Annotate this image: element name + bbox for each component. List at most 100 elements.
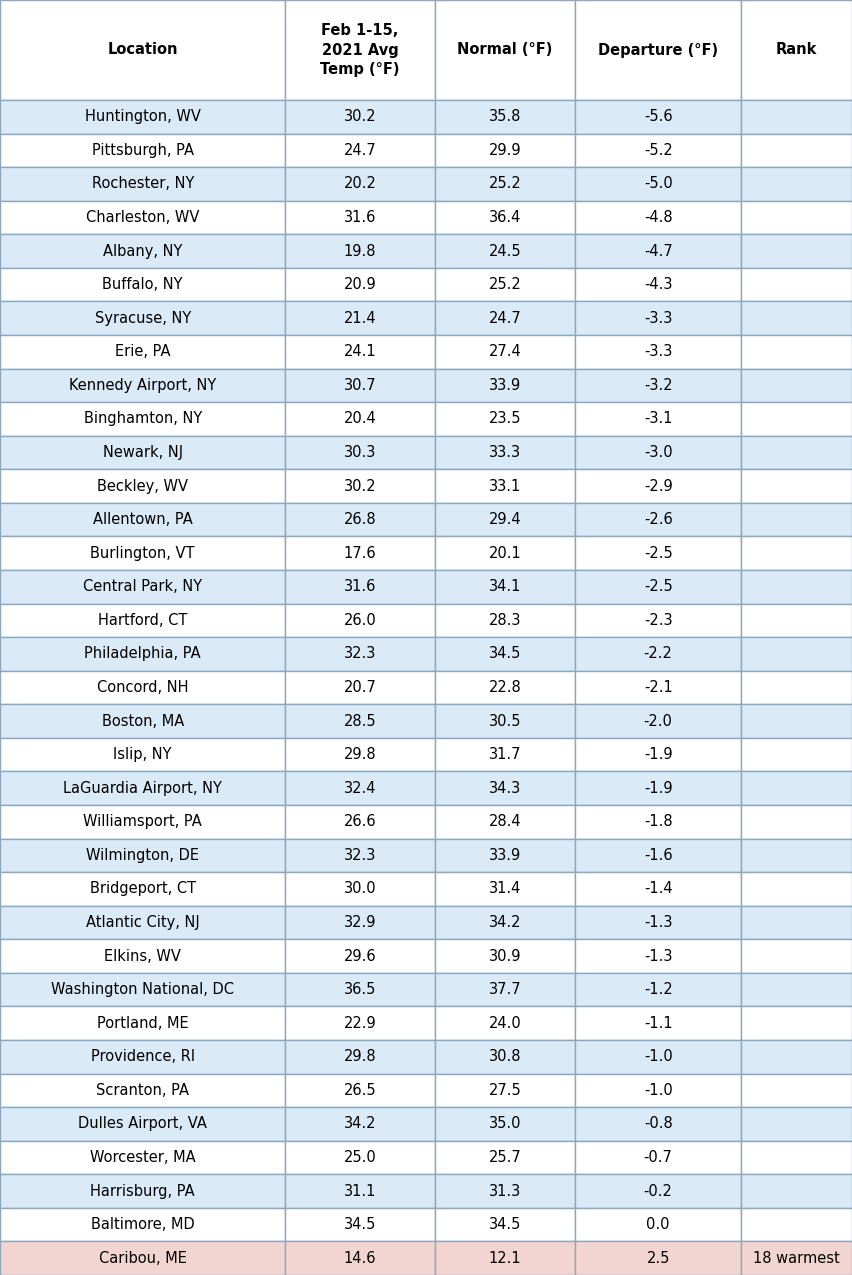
Text: Boston, MA: Boston, MA [101, 714, 184, 728]
Bar [285, 771, 435, 805]
Bar [575, 1174, 741, 1207]
Text: 32.4: 32.4 [343, 780, 377, 796]
Text: 0.0: 0.0 [647, 1218, 670, 1232]
Text: 34.5: 34.5 [344, 1218, 376, 1232]
Text: -2.5: -2.5 [644, 579, 672, 594]
Bar [0, 671, 285, 704]
Text: Williamsport, PA: Williamsport, PA [83, 815, 202, 829]
Text: 19.8: 19.8 [343, 244, 377, 259]
Text: -2.6: -2.6 [644, 513, 672, 527]
Bar [285, 638, 435, 671]
Text: 29.9: 29.9 [488, 143, 521, 158]
Bar [741, 704, 852, 738]
Text: 24.5: 24.5 [488, 244, 521, 259]
Bar [575, 537, 741, 570]
Text: 20.7: 20.7 [343, 680, 377, 695]
Text: 23.5: 23.5 [488, 412, 521, 426]
Text: Bridgeport, CT: Bridgeport, CT [89, 881, 196, 896]
Bar [741, 335, 852, 368]
Bar [435, 268, 575, 301]
Text: -1.4: -1.4 [644, 881, 672, 896]
Text: -0.7: -0.7 [644, 1150, 672, 1165]
Text: 33.3: 33.3 [489, 445, 521, 460]
Text: 33.9: 33.9 [489, 848, 521, 863]
Text: 26.5: 26.5 [343, 1082, 377, 1098]
Bar [285, 368, 435, 402]
Bar [741, 1107, 852, 1141]
Bar [575, 502, 741, 537]
Text: LaGuardia Airport, NY: LaGuardia Airport, NY [63, 780, 222, 796]
Bar [435, 368, 575, 402]
Bar [575, 235, 741, 268]
Bar [285, 1107, 435, 1141]
Text: 30.2: 30.2 [343, 478, 377, 493]
Text: Caribou, ME: Caribou, ME [99, 1251, 187, 1266]
Text: Feb 1-15,
2021 Avg
Temp (°F): Feb 1-15, 2021 Avg Temp (°F) [320, 23, 400, 78]
Bar [741, 469, 852, 502]
Bar [575, 134, 741, 167]
Text: 2.5: 2.5 [647, 1251, 670, 1266]
Bar [575, 99, 741, 134]
Bar [435, 570, 575, 603]
Bar [575, 301, 741, 335]
Bar [435, 0, 575, 99]
Bar [575, 638, 741, 671]
Bar [741, 402, 852, 436]
Bar [0, 335, 285, 368]
Bar [435, 671, 575, 704]
Text: Elkins, WV: Elkins, WV [104, 949, 181, 964]
Text: -2.3: -2.3 [644, 613, 672, 627]
Bar [741, 872, 852, 905]
Text: 34.5: 34.5 [489, 646, 521, 662]
Bar [0, 704, 285, 738]
Bar [285, 268, 435, 301]
Bar [435, 638, 575, 671]
Text: 36.4: 36.4 [489, 210, 521, 224]
Bar [285, 603, 435, 638]
Text: Wilmington, DE: Wilmington, DE [86, 848, 199, 863]
Bar [741, 537, 852, 570]
Text: -0.8: -0.8 [644, 1117, 672, 1131]
Text: Providence, RI: Providence, RI [90, 1049, 195, 1065]
Bar [575, 704, 741, 738]
Bar [575, 905, 741, 940]
Bar [575, 771, 741, 805]
Bar [435, 1040, 575, 1074]
Bar [0, 638, 285, 671]
Text: -1.0: -1.0 [644, 1082, 672, 1098]
Bar [575, 402, 741, 436]
Bar [435, 1107, 575, 1141]
Bar [741, 268, 852, 301]
Bar [285, 537, 435, 570]
Bar [435, 771, 575, 805]
Bar [575, 1006, 741, 1040]
Text: 32.3: 32.3 [344, 848, 376, 863]
Text: -4.8: -4.8 [644, 210, 672, 224]
Text: -2.5: -2.5 [644, 546, 672, 561]
Bar [741, 973, 852, 1006]
Bar [285, 301, 435, 335]
Bar [741, 1242, 852, 1275]
Text: -2.0: -2.0 [644, 714, 672, 728]
Bar [575, 1141, 741, 1174]
Bar [285, 1242, 435, 1275]
Bar [435, 436, 575, 469]
Bar [741, 1141, 852, 1174]
Text: 31.7: 31.7 [488, 747, 521, 762]
Text: 29.8: 29.8 [343, 1049, 377, 1065]
Text: -0.2: -0.2 [644, 1183, 672, 1198]
Text: 35.8: 35.8 [489, 110, 521, 124]
Text: 26.8: 26.8 [343, 513, 377, 527]
Bar [435, 167, 575, 200]
Bar [0, 771, 285, 805]
Text: Location: Location [107, 42, 178, 57]
Bar [741, 905, 852, 940]
Bar [285, 235, 435, 268]
Text: 36.5: 36.5 [344, 982, 376, 997]
Bar [285, 839, 435, 872]
Bar [435, 1207, 575, 1242]
Bar [0, 1040, 285, 1074]
Bar [0, 200, 285, 235]
Text: -2.9: -2.9 [644, 478, 672, 493]
Text: 25.2: 25.2 [488, 176, 521, 191]
